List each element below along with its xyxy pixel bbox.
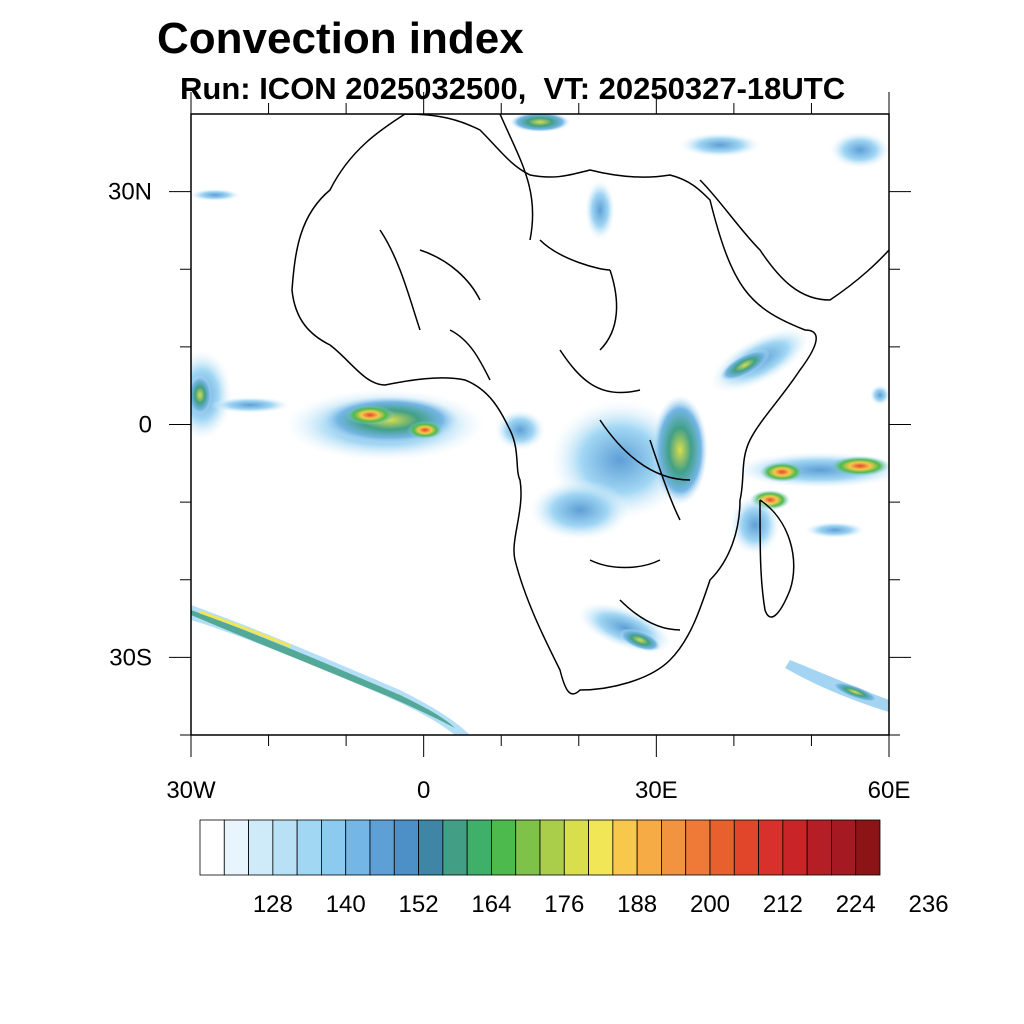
colorbar: 128 140 152 164 176 188 200 212 224 236 bbox=[199, 819, 949, 918]
colorbar-box bbox=[418, 819, 444, 876]
chart-subtitle: Run: ICON 2025032500, VT: 20250327-18UTC bbox=[180, 71, 846, 106]
convection-field bbox=[191, 114, 889, 735]
colorbar-label: 164 bbox=[471, 891, 511, 918]
colorbar-box bbox=[733, 819, 759, 876]
lat-tick-label: 30S bbox=[109, 644, 152, 671]
colorbar-box bbox=[515, 819, 541, 876]
colorbar-box bbox=[709, 819, 735, 876]
colorbar-box bbox=[855, 819, 881, 876]
colorbar-box bbox=[539, 819, 565, 876]
axis-ticks bbox=[169, 92, 911, 757]
lat-tick-label: 0 bbox=[139, 412, 152, 439]
colorbar-label: 176 bbox=[544, 891, 584, 918]
colorbar-box bbox=[369, 819, 395, 876]
colorbar-label: 128 bbox=[253, 891, 293, 918]
colorbar-box bbox=[393, 819, 419, 876]
lon-tick-label: 30W bbox=[166, 777, 216, 804]
colorbar-label: 224 bbox=[836, 891, 876, 918]
lon-tick-label: 0 bbox=[417, 777, 430, 804]
colorbar-box bbox=[661, 819, 687, 876]
colorbar-box bbox=[442, 819, 468, 876]
colorbar-box bbox=[491, 819, 517, 876]
colorbar-box bbox=[345, 819, 371, 876]
chart-title: Convection index bbox=[157, 14, 524, 63]
colorbar-box bbox=[272, 819, 298, 876]
colorbar-box bbox=[636, 819, 662, 876]
axis-tick-labels: 30W 0 30E 60E 30N 0 30S bbox=[108, 179, 910, 804]
colorbar-box bbox=[223, 819, 249, 876]
colorbar-label: 236 bbox=[909, 891, 949, 918]
colorbar-label: 212 bbox=[763, 891, 803, 918]
colorbar-label: 152 bbox=[399, 891, 439, 918]
colorbar-label: 200 bbox=[690, 891, 730, 918]
colorbar-box bbox=[563, 819, 589, 876]
colorbar-box bbox=[758, 819, 784, 876]
colorbar-box bbox=[199, 819, 225, 876]
coastlines bbox=[291, 114, 889, 695]
colorbar-box bbox=[685, 819, 711, 876]
colorbar-box bbox=[321, 819, 347, 876]
colorbar-label: 140 bbox=[326, 891, 366, 918]
lat-tick-label: 30N bbox=[108, 179, 152, 206]
colorbar-box bbox=[806, 819, 832, 876]
colorbar-box bbox=[782, 819, 808, 876]
colorbar-box bbox=[296, 819, 322, 876]
colorbar-box bbox=[466, 819, 492, 876]
colorbar-label: 188 bbox=[617, 891, 657, 918]
lon-tick-label: 60E bbox=[868, 777, 911, 804]
colorbar-box bbox=[831, 819, 857, 876]
colorbar-box bbox=[588, 819, 614, 876]
colorbar-box bbox=[248, 819, 274, 876]
lon-tick-label: 30E bbox=[635, 777, 678, 804]
colorbar-box bbox=[612, 819, 638, 876]
